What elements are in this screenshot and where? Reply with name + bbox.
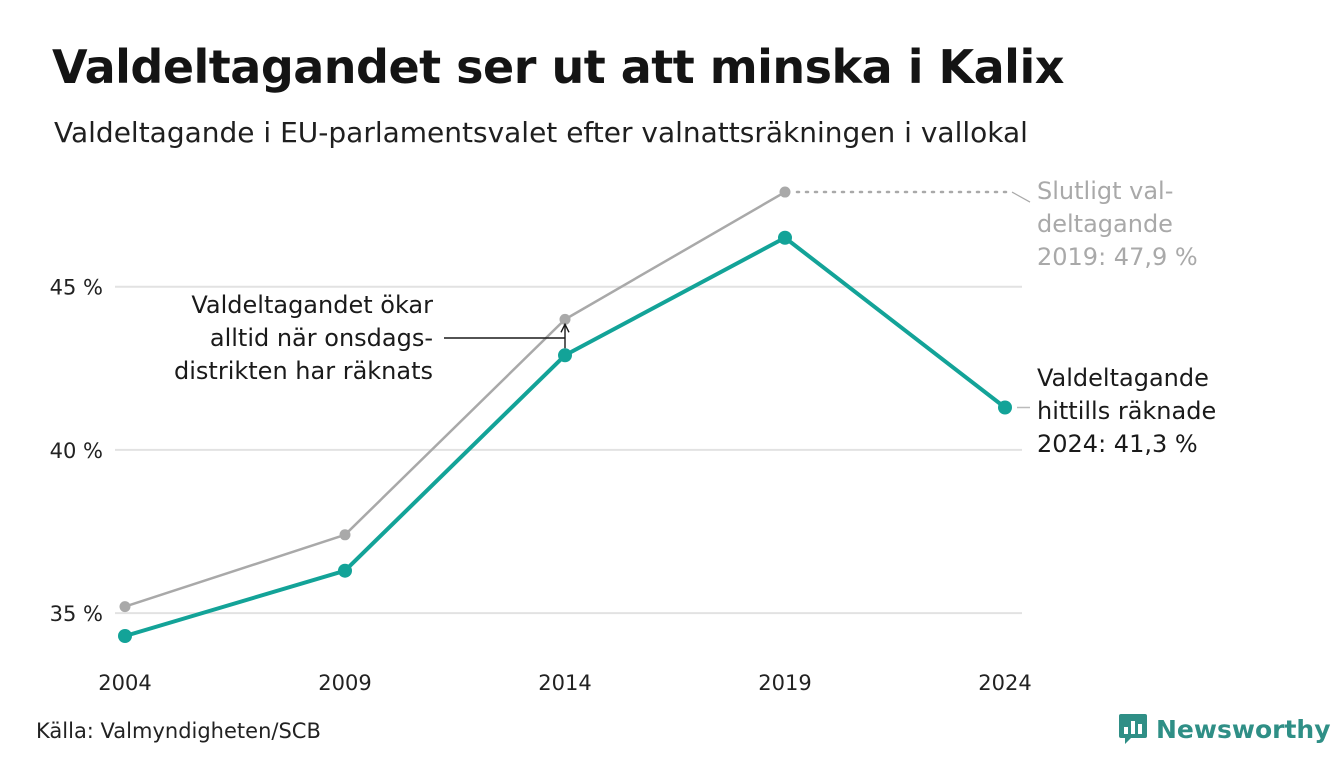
counted-2024-annotation-line: Valdeltagande <box>1037 364 1209 392</box>
x-tick-label: 2014 <box>538 671 591 695</box>
grid-layer <box>115 285 1022 615</box>
y-tick-label: 45 % <box>50 276 103 300</box>
final-2019-annotation-line: deltagande <box>1037 210 1173 238</box>
annotation-layer: Slutligt val-deltagande 2019: 47,9 % Valde… <box>174 177 1216 458</box>
data-point-counted <box>778 230 792 245</box>
y-axis-ticks: 35 % 40 % 45 % <box>50 276 103 626</box>
note-2014-annotation-line: Valdeltagandet ökar <box>191 291 433 319</box>
data-point-counted <box>118 629 132 643</box>
chart-title: Valdeltagandet ser ut att minska i Kalix <box>52 40 1064 94</box>
counted-2024-annotation-line: 2024: 41,3 % <box>1037 430 1198 458</box>
source-note: Källa: Valmyndigheten/SCB <box>36 719 321 743</box>
data-point-final <box>339 529 351 541</box>
data-point-counted <box>998 400 1012 415</box>
x-axis-ticks: 2004 2009 2014 2019 2024 <box>98 671 1031 695</box>
gap-arrowhead <box>560 322 570 333</box>
bar-chart-bubble-icon <box>1119 714 1147 744</box>
y-tick-label: 35 % <box>50 602 103 626</box>
series-layer <box>118 186 1012 643</box>
x-tick-label: 2019 <box>758 671 811 695</box>
brand-logo[interactable]: Newsworthy <box>1118 712 1331 746</box>
data-point-final <box>119 601 131 613</box>
brand-name: Newsworthy <box>1156 714 1331 744</box>
data-point-counted <box>558 348 572 363</box>
y-tick-label: 40 % <box>50 439 103 463</box>
final-2019-annotation-line: Slutligt val- <box>1037 177 1173 205</box>
final-2019-connector <box>1011 191 1031 203</box>
final-2019-annotation: Slutligt val-deltagande 2019: 47,9 % <box>1037 177 1198 271</box>
final-2019-annotation-line: 2019: 47,9 % <box>1037 243 1198 271</box>
data-point-final <box>779 186 791 198</box>
series-line-final <box>123 190 787 608</box>
chart-subtitle: Valdeltagande i EU-parlamentsvalet efter… <box>54 116 1028 149</box>
x-tick-label: 2024 <box>978 671 1031 695</box>
note-2014-annotation: Valdeltagandet ökar alltid när onsdags-di… <box>174 291 433 385</box>
counted-2024-annotation-line: hittills räknade <box>1037 397 1216 425</box>
note-2014-annotation-line: alltid när onsdags- <box>210 324 433 352</box>
x-tick-label: 2004 <box>98 671 151 695</box>
note-2014-annotation-line: distrikten har räknats <box>174 357 433 385</box>
data-point-counted <box>338 563 352 578</box>
data-point-final <box>559 313 571 325</box>
x-tick-label: 2009 <box>318 671 371 695</box>
counted-2024-annotation: Valdeltagande hittills räknade 2024: 41,3 … <box>1037 364 1216 458</box>
